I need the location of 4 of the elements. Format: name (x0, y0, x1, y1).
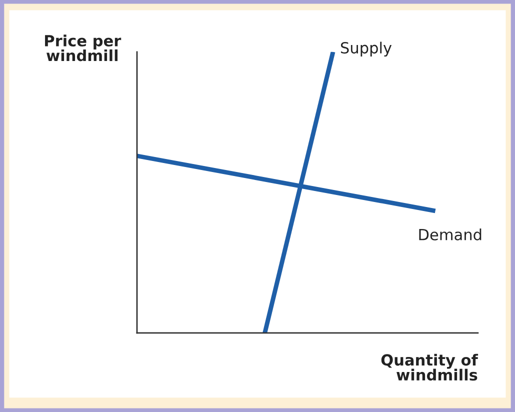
series-label: Supply (340, 42, 392, 57)
y-axis-title: Price per windmill (45, 34, 122, 62)
series-label: Demand (419, 228, 482, 240)
x-axis-title: Quantity of windmills (381, 354, 478, 381)
